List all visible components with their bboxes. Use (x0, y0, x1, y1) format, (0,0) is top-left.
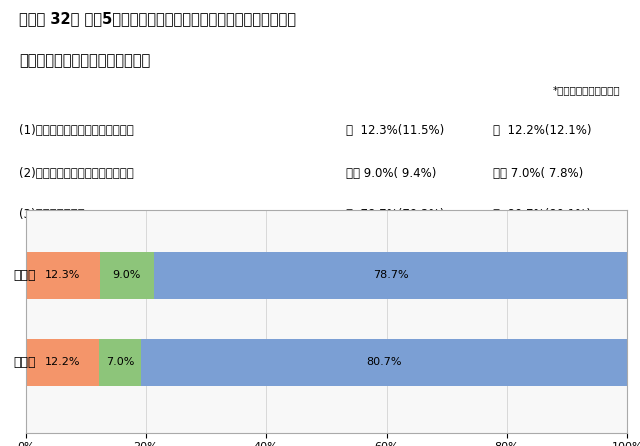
Bar (26, 339, 99, 386)
Text: 中  80.7%(80.1%): 中 80.7%(80.1%) (493, 208, 591, 221)
Text: (2)年度途中から配置されなかった: (2)年度途中から配置されなかった (19, 167, 134, 180)
Text: 12.2%: 12.2% (45, 357, 80, 367)
Text: 小学校: 小学校 (13, 269, 36, 282)
Text: ことがありますか。: ことがありますか。 (19, 54, 150, 69)
Text: 12.3%: 12.3% (45, 270, 80, 281)
Text: *（　　）は昨年度数値: *（ ）は昨年度数値 (553, 86, 621, 95)
Text: (3)配置されていた: (3)配置されていた (19, 208, 85, 221)
Text: 80.7%: 80.7% (366, 357, 402, 367)
Text: 中学校: 中学校 (13, 356, 36, 369)
Bar (141, 339, 627, 386)
Text: 9.0%: 9.0% (113, 270, 141, 281)
Text: 小　 9.0%( 9.4%): 小 9.0%( 9.4%) (346, 167, 436, 180)
Bar (154, 252, 627, 299)
Bar (99, 339, 141, 386)
Text: 【質問 32】 令和5年度に本来配置される教師が配置されなかった: 【質問 32】 令和5年度に本来配置される教師が配置されなかった (19, 11, 296, 26)
Text: 中  12.2%(12.1%): 中 12.2%(12.1%) (493, 124, 591, 137)
Bar (100, 252, 154, 299)
Bar (26, 252, 100, 299)
Text: 中　 7.0%( 7.8%): 中 7.0%( 7.8%) (493, 167, 583, 180)
Text: 7.0%: 7.0% (106, 357, 134, 367)
Text: 小  12.3%(11.5%): 小 12.3%(11.5%) (346, 124, 444, 137)
Text: 小  78.7%(79.2%): 小 78.7%(79.2%) (346, 208, 444, 221)
Text: 78.7%: 78.7% (372, 270, 408, 281)
Text: (1)年度初めから配置されなかった: (1)年度初めから配置されなかった (19, 124, 134, 137)
